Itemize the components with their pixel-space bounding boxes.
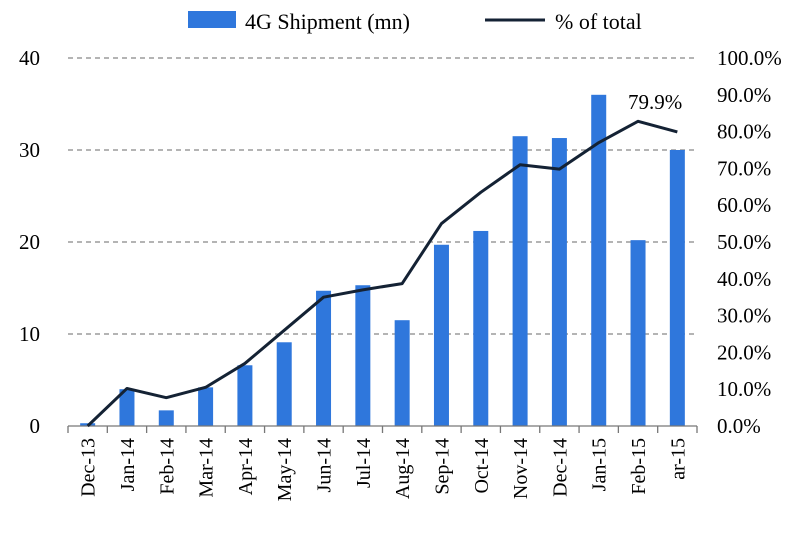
right-tick-label: 90.0%	[717, 83, 771, 107]
x-axis-ticks: Dec-13 Jan-14 Feb-14 Mar-14 Apr-14 May-14 Jun-…	[78, 438, 690, 501]
x-tick-label: Feb-15	[628, 438, 650, 495]
right-tick-label: 30.0%	[717, 304, 771, 328]
left-tick-label: 10	[19, 322, 40, 346]
bar	[669, 150, 685, 426]
bar	[512, 136, 528, 426]
x-tick-label: Jun-14	[314, 438, 336, 492]
bar	[591, 94, 607, 427]
bar	[473, 230, 489, 426]
bar-series	[80, 94, 685, 427]
x-tick-label: Apr-14	[235, 438, 257, 495]
left-tick-label: 0	[30, 414, 41, 438]
x-tick-label: Mar-14	[196, 438, 218, 498]
bar	[630, 240, 646, 426]
x-tick-label: Jan-14	[117, 438, 139, 491]
bar	[198, 387, 214, 426]
right-tick-label: 70.0%	[717, 156, 771, 180]
x-tick-label: Sep-14	[431, 438, 453, 495]
x-tick-label: Jul-14	[353, 438, 375, 488]
bar	[237, 365, 253, 426]
right-tick-label: 100.0%	[717, 46, 782, 70]
x-tick-label: Oct-14	[471, 438, 493, 494]
left-tick-label: 20	[19, 230, 40, 254]
right-tick-label: 40.0%	[717, 267, 771, 291]
right-tick-label: 80.0%	[717, 120, 771, 144]
bar	[276, 342, 292, 426]
right-tick-label: 60.0%	[717, 193, 771, 217]
x-tick-label: May-14	[274, 438, 296, 501]
line-path	[86, 119, 678, 428]
axes	[67, 425, 698, 433]
x-tick-label: Jan-15	[589, 438, 611, 491]
x-tick-label: Feb-14	[156, 438, 178, 495]
bar	[316, 290, 332, 426]
x-tick-label: ar-15	[667, 438, 689, 480]
x-tick-label: Nov-14	[510, 438, 532, 499]
bar	[433, 244, 449, 426]
line-end-annotation: 79.9%	[628, 90, 682, 114]
left-axis-ticks: 0 10 20 30 40	[19, 46, 40, 438]
x-tick-label: Dec-14	[549, 438, 571, 497]
bar	[551, 138, 567, 427]
bar	[158, 410, 174, 426]
left-tick-label: 40	[19, 46, 40, 70]
x-tick-label: Aug-14	[392, 438, 414, 499]
bar	[394, 320, 410, 426]
bar	[355, 285, 371, 426]
right-tick-label: 50.0%	[717, 230, 771, 254]
right-tick-label: 20.0%	[717, 340, 771, 364]
legend: 4G Shipment (mn) % of total	[188, 9, 642, 34]
legend-line-label: % of total	[555, 9, 642, 34]
left-tick-label: 30	[19, 138, 40, 162]
x-tick-label: Dec-13	[78, 438, 100, 497]
right-axis-ticks: 0.0% 10.0% 20.0% 30.0% 40.0% 50.0% 60.0% 70.0% 8…	[717, 46, 782, 438]
legend-bar-swatch	[188, 11, 236, 28]
right-tick-label: 10.0%	[717, 377, 771, 401]
line-series	[86, 119, 678, 428]
right-tick-label: 0.0%	[717, 414, 761, 438]
bar	[119, 389, 135, 426]
legend-bar-label: 4G Shipment (mn)	[245, 9, 410, 34]
